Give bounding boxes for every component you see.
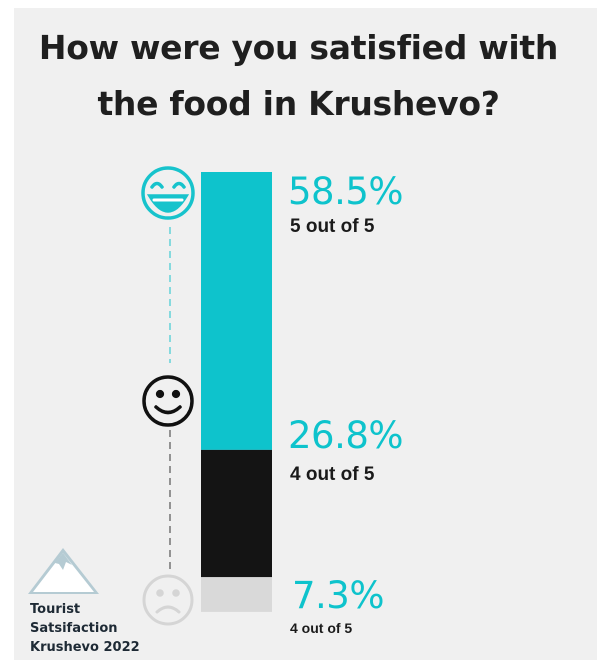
- brand-line-2: Satsifaction: [30, 621, 118, 636]
- title-line-1: How were you satisfied with: [38, 28, 559, 67]
- bar-segment-2: [201, 577, 272, 612]
- sublabel-1: 4 out of 5: [290, 464, 375, 485]
- sublabel-2: 4 out of 5: [290, 620, 353, 636]
- infographic-card: [14, 8, 597, 660]
- title-line-2: the food in Krushevo?: [97, 84, 500, 123]
- sublabel-0: 5 out of 5: [290, 216, 375, 237]
- bar-segment-1: [201, 449, 272, 578]
- frowning-face-icon: [142, 574, 194, 626]
- smiling-face-icon: [142, 375, 194, 427]
- laughing-face-icon: [141, 166, 195, 220]
- value-label-2: 7.3%: [292, 574, 385, 617]
- stacked-bar: [201, 172, 272, 612]
- value-label-1: 26.8%: [288, 414, 404, 457]
- brand-line-1: Tourist: [30, 602, 81, 617]
- brand-line-3: Krushevo 2022: [30, 640, 140, 655]
- bar-segment-0: [201, 172, 272, 450]
- value-label-0: 58.5%: [288, 170, 404, 213]
- brand-text: Tourist Satsifaction Krushevo 2022: [30, 600, 140, 657]
- chart-title: How were you satisfied with the food in …: [0, 20, 597, 132]
- mountain-logo-icon: [28, 548, 99, 594]
